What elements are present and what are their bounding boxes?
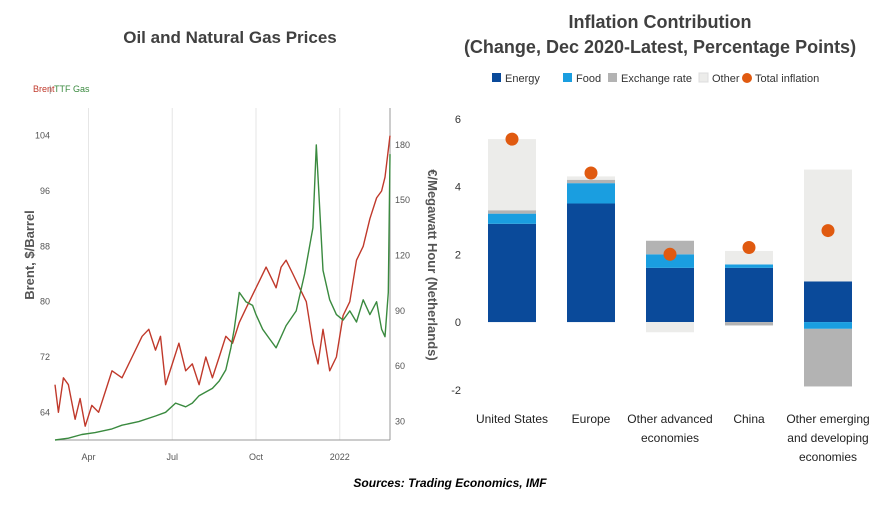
bar-energy: [646, 267, 694, 323]
x-tick-label: Oct: [249, 452, 264, 462]
bar-chart-bars: [488, 139, 852, 387]
y-tick-label: -2: [451, 385, 461, 397]
y2-tick-label: 60: [395, 361, 405, 371]
legend-label: Other: [712, 73, 740, 85]
legend-label: Energy: [505, 73, 540, 85]
bar-chart-legend: Energy Food Exchange rate Other Total inflat…: [492, 72, 819, 85]
y-tick-label: 6: [455, 114, 461, 126]
y-tick-label: 88: [40, 241, 50, 251]
y2-axis-label: €/Megawatt Hour (Netherlands): [425, 169, 440, 360]
legend-swatch-exchange-rate: [608, 73, 617, 82]
y2-tick-label: 90: [395, 306, 405, 316]
total-inflation-marker: [821, 224, 835, 238]
legend-swatch-energy: [492, 73, 501, 82]
total-inflation-marker: [663, 247, 677, 261]
y-tick-label: 96: [40, 186, 50, 196]
bar-energy: [804, 281, 852, 323]
y-tick-label: 80: [40, 297, 50, 307]
category-label: Other advanced: [627, 412, 712, 426]
bar-food: [488, 213, 536, 224]
y-tick-label: 4: [455, 182, 461, 194]
legend-marker-total-inflation: [742, 73, 752, 83]
category-label: and developing: [787, 431, 868, 445]
legend-label: Food: [576, 73, 601, 85]
bar-chart-axes: -2 0 2 4 6: [451, 114, 461, 397]
bar-other: [646, 322, 694, 333]
x-tick-label: 2022: [330, 452, 350, 462]
y-axis-label: Brent, $/Barrel: [22, 210, 37, 300]
total-inflation-marker: [584, 166, 598, 180]
brent-line: [54, 135, 391, 427]
bar-other: [725, 250, 773, 265]
bar-food: [725, 264, 773, 268]
right-title-line-2: (Change, Dec 2020-Latest, Percentage Poi…: [463, 37, 857, 57]
bar-energy: [725, 267, 773, 323]
category-label: economies: [641, 431, 699, 445]
total-inflation-marker: [505, 132, 519, 146]
y-tick-label: 0: [455, 317, 461, 329]
y2-tick-label: 30: [395, 417, 405, 427]
category-label: United States: [476, 412, 548, 426]
bar-exchange-rate: [488, 210, 536, 214]
legend-ttf: TTF Gas: [54, 84, 90, 94]
ttf-gas-line: [54, 144, 391, 441]
legend-label: Total inflation: [755, 73, 819, 85]
right-chart-title: Inflation Contribution (Change, Dec 2020…: [430, 10, 890, 60]
bar-exchange-rate: [804, 328, 852, 387]
y-tick-label: 64: [40, 407, 50, 417]
y2-tick-label: 120: [395, 251, 410, 261]
category-label: Europe: [572, 412, 611, 426]
bar-exchange-rate: [567, 179, 615, 184]
source-note: Sources: Trading Economics, IMF: [353, 476, 547, 490]
bar-food: [804, 322, 852, 329]
x-tick-label: Jul: [166, 452, 178, 462]
legend-swatch-food: [563, 73, 572, 82]
legend-label: Exchange rate: [621, 73, 692, 85]
left-chart-title: Oil and Natural Gas Prices: [123, 28, 337, 47]
line-chart-grid: [88, 108, 341, 440]
bar-exchange-rate: [646, 240, 694, 255]
category-label: economies: [799, 450, 857, 464]
right-title-line-1: Inflation Contribution: [568, 12, 752, 32]
bar-exchange-rate: [725, 322, 773, 326]
bar-energy: [567, 203, 615, 323]
y-tick-label: 72: [40, 352, 50, 362]
total-inflation-marker: [742, 241, 756, 255]
legend-separator: |: [49, 84, 51, 94]
bar-food: [646, 254, 694, 268]
category-label: China: [733, 412, 765, 426]
y2-tick-label: 150: [395, 195, 410, 205]
y2-tick-label: 180: [395, 140, 410, 150]
y-tick-label: 2: [455, 249, 461, 261]
bar-food: [567, 183, 615, 204]
legend-brent: Brent: [33, 84, 55, 94]
bar-energy: [488, 223, 536, 323]
bar-chart-category-labels: United States Europe Other advanced economi…: [476, 412, 870, 464]
bar-chart-total-markers: [505, 132, 835, 261]
legend-swatch-other: [698, 72, 709, 83]
x-tick-label: Apr: [81, 452, 95, 462]
y-tick-label: 104: [35, 131, 50, 141]
bar-other: [488, 139, 536, 211]
line-chart-series: [54, 135, 391, 441]
category-label: Other emerging: [786, 412, 869, 426]
